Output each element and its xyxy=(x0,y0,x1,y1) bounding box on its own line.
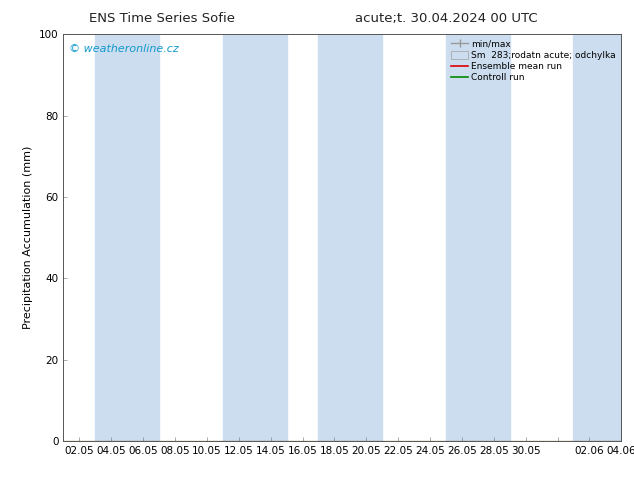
Bar xyxy=(574,34,634,441)
Bar xyxy=(223,34,287,441)
Bar xyxy=(95,34,159,441)
Y-axis label: Precipitation Accumulation (mm): Precipitation Accumulation (mm) xyxy=(23,146,34,329)
Bar xyxy=(318,34,382,441)
Text: ENS Time Series Sofie: ENS Time Series Sofie xyxy=(89,12,235,25)
Legend: min/max, Sm  283;rodatn acute; odchylka, Ensemble mean run, Controll run: min/max, Sm 283;rodatn acute; odchylka, … xyxy=(448,36,619,86)
Text: acute;t. 30.04.2024 00 UTC: acute;t. 30.04.2024 00 UTC xyxy=(355,12,538,25)
Bar xyxy=(446,34,510,441)
Text: © weatheronline.cz: © weatheronline.cz xyxy=(69,45,179,54)
